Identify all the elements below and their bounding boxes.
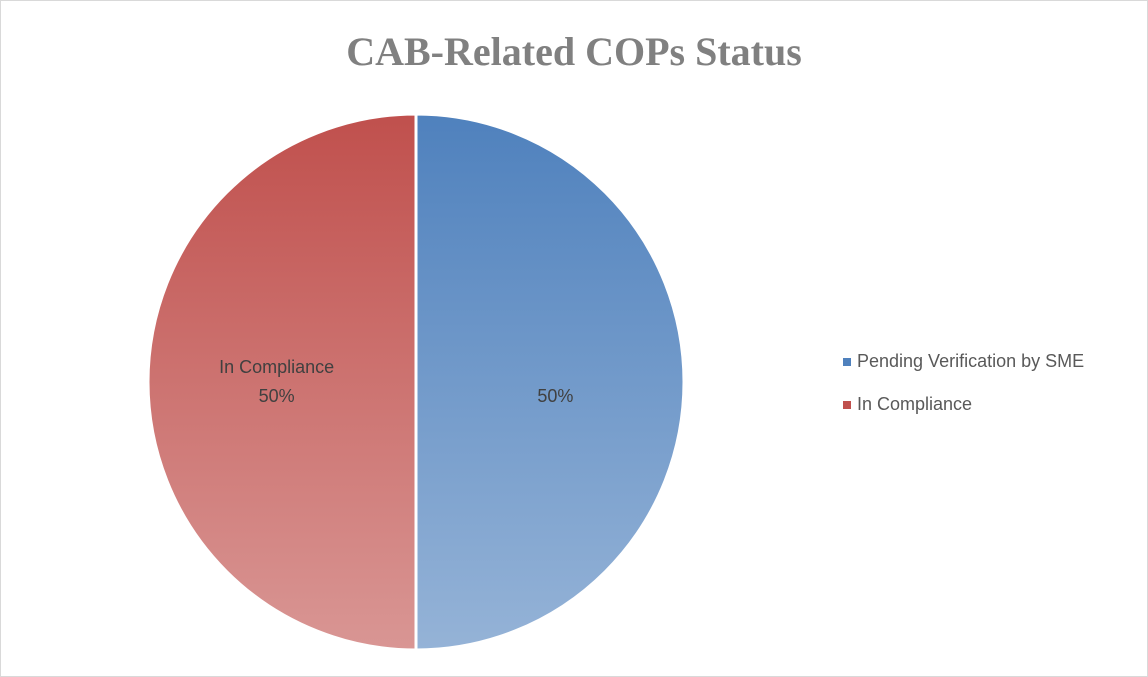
slice-value-label: 50%	[537, 386, 573, 406]
legend-label: In Compliance	[857, 394, 972, 414]
legend-swatch	[843, 401, 851, 409]
legend-swatch	[843, 358, 851, 366]
slice-value-label: 50%	[259, 386, 295, 406]
slice-category-label: In Compliance	[219, 357, 334, 377]
chart-title: CAB-Related COPs Status	[346, 29, 802, 74]
pie-slice	[146, 112, 418, 652]
pie-slice	[414, 112, 686, 652]
legend-label: Pending Verification by SME	[857, 351, 1084, 371]
